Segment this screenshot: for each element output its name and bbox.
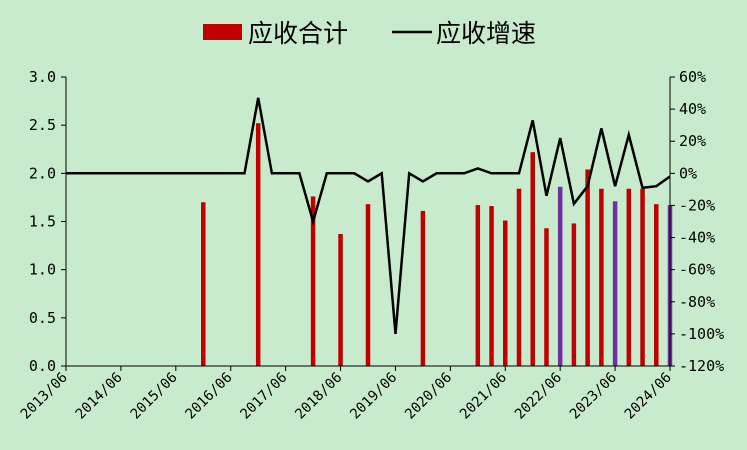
legend: 应收合计 应收增速 xyxy=(203,19,536,48)
bar xyxy=(530,152,535,366)
y-left-tick-label: 1.5 xyxy=(29,213,56,231)
bar xyxy=(585,169,590,366)
bar xyxy=(599,188,604,366)
y-right-tick-label: -80% xyxy=(679,293,715,311)
y-left-tick-label: 2.5 xyxy=(29,116,56,134)
legend-bar-label: 应收合计 xyxy=(248,19,348,48)
y-right-tick-label: -100% xyxy=(679,325,724,343)
x-tick-label: 2014/06 xyxy=(73,370,126,423)
x-tick-label: 2013/06 xyxy=(18,370,71,423)
y-left-tick-label: 2.0 xyxy=(29,164,56,182)
y-right-tick-label: -60% xyxy=(679,261,715,279)
x-tick-label: 2023/06 xyxy=(567,370,620,423)
y-right-tick-label: -20% xyxy=(679,196,715,214)
bar xyxy=(571,223,577,366)
bar xyxy=(544,228,549,366)
bar xyxy=(475,205,481,366)
x-tick-label: 2016/06 xyxy=(183,370,236,423)
y-right-tick-label: 40% xyxy=(679,100,706,118)
bar xyxy=(489,206,494,366)
bar xyxy=(626,188,632,366)
bar xyxy=(255,123,261,367)
y-left-tick-label: 0.5 xyxy=(29,309,56,327)
legend-line-label: 应收增速 xyxy=(436,19,536,48)
bar xyxy=(503,220,508,366)
x-tick-label: 2017/06 xyxy=(237,370,290,423)
x-tick-label: 2015/06 xyxy=(128,370,181,423)
y-left-tick-label: 1.0 xyxy=(29,261,56,279)
bar xyxy=(654,204,659,366)
y-left-tick-label: 3.0 xyxy=(29,68,56,86)
bar xyxy=(310,196,316,366)
x-tick-label: 2021/06 xyxy=(457,370,510,423)
bar xyxy=(612,201,618,366)
bar xyxy=(365,204,371,366)
y-right-tick-label: -120% xyxy=(679,357,724,375)
bar xyxy=(338,234,343,366)
growth-line xyxy=(66,97,671,335)
bar xyxy=(420,210,426,366)
y-right-tick-label: 0% xyxy=(679,164,697,182)
x-tick-label: 2019/06 xyxy=(347,370,400,423)
x-tick-label: 2024/06 xyxy=(622,370,675,423)
x-tick-label: 2018/06 xyxy=(292,370,345,423)
bar xyxy=(557,186,563,366)
bar xyxy=(516,188,522,366)
bar xyxy=(640,188,645,366)
x-tick-label: 2022/06 xyxy=(512,370,565,423)
x-tick-label: 2020/06 xyxy=(402,370,455,423)
y-right-tick-label: 20% xyxy=(679,132,706,150)
bar xyxy=(201,202,206,366)
legend-bar-swatch xyxy=(203,24,242,40)
y-right-tick-label: 60% xyxy=(679,68,706,86)
y-right-tick-label: -40% xyxy=(679,229,715,247)
y-left-tick-label: 0.0 xyxy=(29,357,56,375)
